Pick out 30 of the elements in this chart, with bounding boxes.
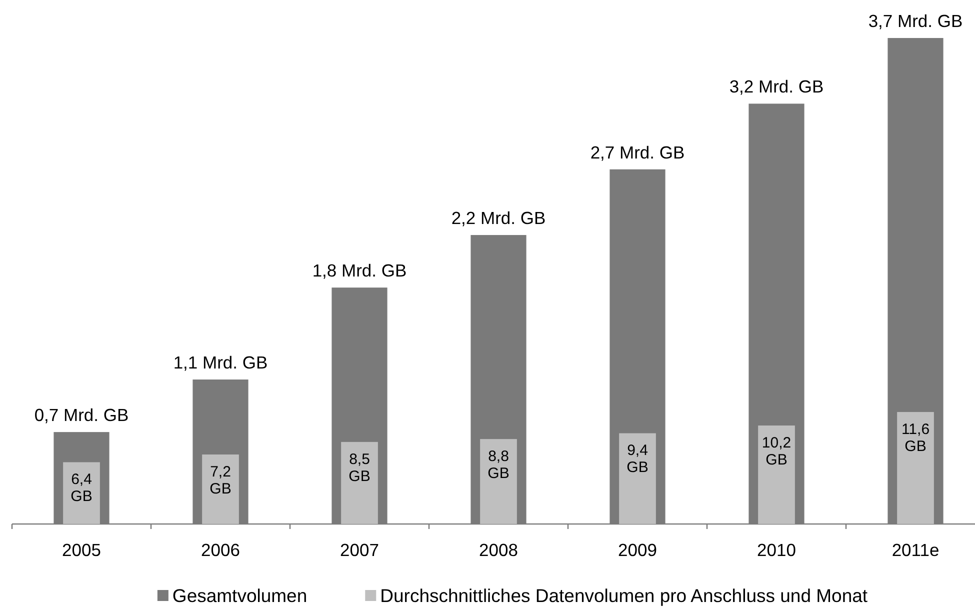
data-label: 6,4 GB <box>70 471 92 506</box>
data-label: 3,7 Mrd. GB <box>868 11 963 31</box>
x-tick-label: 2006 <box>201 540 240 560</box>
x-tick-label: 2009 <box>618 540 657 560</box>
x-tick-label: 2010 <box>757 540 796 560</box>
bar <box>619 433 656 524</box>
bar <box>63 462 100 524</box>
x-tick-label: 2011e <box>892 540 940 560</box>
data-label: 2,2 Mrd. GB <box>451 208 546 228</box>
bar <box>480 439 517 524</box>
legend-label: Durchschnittliches Datenvolumen pro Anschluss und Monat <box>380 585 868 606</box>
legend-label: Gesamtvolumen <box>172 585 308 606</box>
data-label: 1,8 Mrd. GB <box>312 260 407 281</box>
data-label: 8,8 GB <box>488 448 510 482</box>
data-label: 10,2 GB <box>762 434 792 469</box>
bar <box>897 412 934 524</box>
x-tick-label: 2005 <box>62 540 101 560</box>
data-label: 8,5 GB <box>348 450 370 485</box>
data-label: 7,2 GB <box>210 463 232 498</box>
bar <box>341 442 378 524</box>
data-label: 0,7 Mrd. GB <box>34 405 129 426</box>
bar <box>758 426 795 524</box>
data-label: 2,7 Mrd. GB <box>590 142 685 162</box>
x-tick-label: 2007 <box>340 540 379 560</box>
data-label: 11,6 GB <box>901 421 930 455</box>
data-label: 9,4 GB <box>626 442 648 476</box>
data-label: 1,1 Mrd. GB <box>173 352 268 373</box>
x-tick-label: 2008 <box>479 540 518 560</box>
bar <box>202 454 239 524</box>
data-label: 3,2 Mrd. GB <box>729 76 824 97</box>
